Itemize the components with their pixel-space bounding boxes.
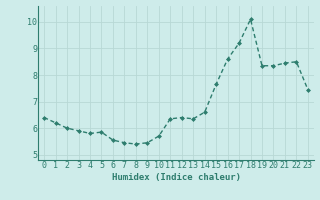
X-axis label: Humidex (Indice chaleur): Humidex (Indice chaleur) [111, 173, 241, 182]
